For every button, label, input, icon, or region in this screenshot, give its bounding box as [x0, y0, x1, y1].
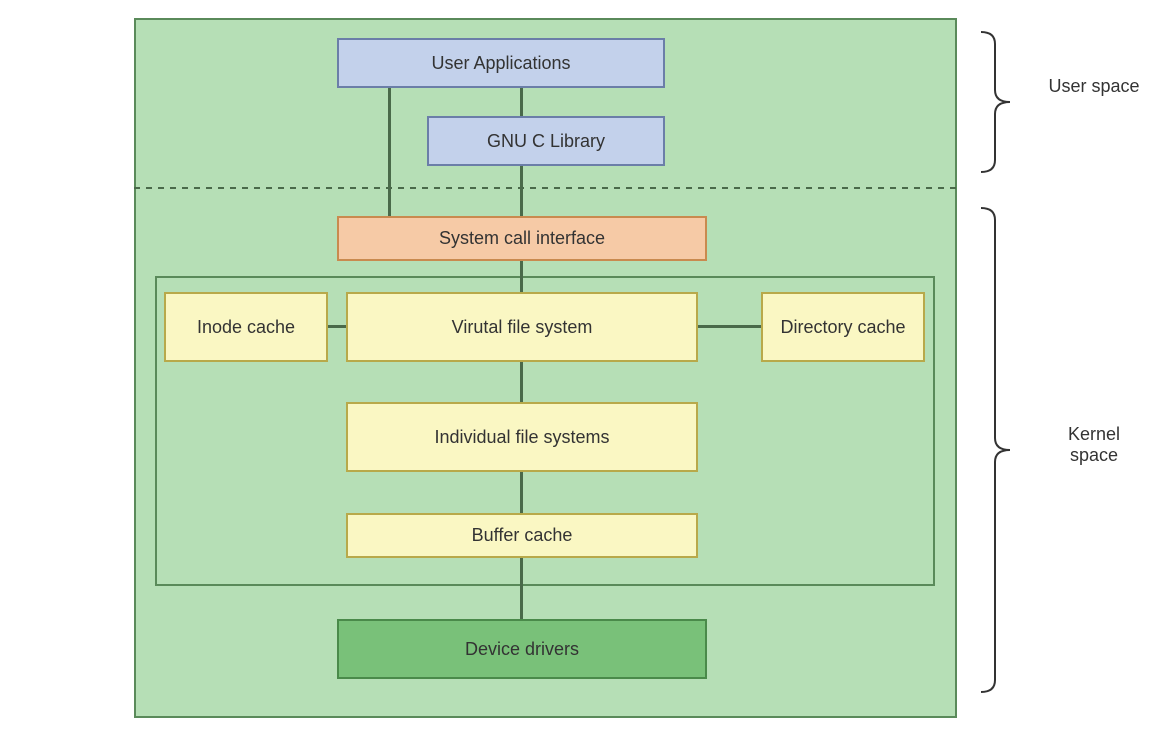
- node-gnu-c-library-label: GNU C Library: [487, 130, 605, 153]
- node-directory-cache: Directory cache: [761, 292, 925, 362]
- connector-vfs-dir_cache: [698, 325, 761, 328]
- kernel-space-label: Kernel space: [1044, 424, 1144, 466]
- node-system-call-interface-label: System call interface: [439, 227, 605, 250]
- node-gnu-c-library: GNU C Library: [427, 116, 665, 166]
- connector-vfs-indiv_fs: [520, 362, 523, 402]
- connector-inode_cache-vfs: [328, 325, 346, 328]
- node-directory-cache-label: Directory cache: [780, 316, 905, 339]
- node-buffer-cache-label: Buffer cache: [472, 524, 573, 547]
- node-user-applications: User Applications: [337, 38, 665, 88]
- node-individual-file-systems-label: Individual file systems: [434, 426, 609, 449]
- node-system-call-interface: System call interface: [337, 216, 707, 261]
- connector-syscall-vfs: [520, 261, 523, 292]
- connector-user_apps-glibc: [520, 88, 523, 116]
- node-user-applications-label: User Applications: [431, 52, 570, 75]
- connector-indiv_fs-buffer_cache: [520, 472, 523, 513]
- node-inode-cache: Inode cache: [164, 292, 328, 362]
- connector-buffer_cache-device_drivers: [520, 558, 523, 619]
- node-device-drivers: Device drivers: [337, 619, 707, 679]
- node-inode-cache-label: Inode cache: [197, 316, 295, 339]
- node-device-drivers-label: Device drivers: [465, 638, 579, 661]
- connector-glibc-syscall: [520, 166, 523, 216]
- node-virtual-file-system-label: Virutal file system: [452, 316, 593, 339]
- node-virtual-file-system: Virutal file system: [346, 292, 698, 362]
- node-individual-file-systems: Individual file systems: [346, 402, 698, 472]
- node-buffer-cache: Buffer cache: [346, 513, 698, 558]
- connector-user_apps-syscall: [388, 88, 391, 216]
- user-space-label: User space: [1044, 76, 1144, 97]
